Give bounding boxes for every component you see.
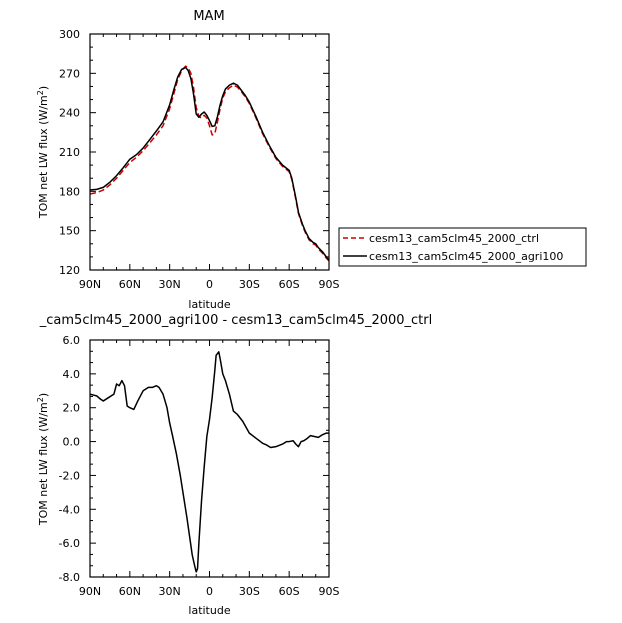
- bottom-x-tick-label: 90N: [79, 585, 101, 598]
- bottom-y-tick-label: 0.0: [63, 436, 81, 449]
- top-series-line-1: [89, 66, 330, 261]
- bottom-y-tick-label: 2.0: [63, 402, 81, 415]
- bottom-x-tick-label: 60S: [279, 585, 300, 598]
- bottom-chart-title: _cam5clm45_2000_agri100 - cesm13_cam5clm…: [39, 313, 432, 328]
- bottom-chart-xlabel: latitude: [188, 604, 230, 617]
- bottom-chart-frame: [89, 339, 330, 578]
- top-x-tick-label: 0: [206, 278, 213, 291]
- top-chart-panel: MAM 90N 60N 30N 0 30S 60S 90S 120 150 180 210 240 27…: [36, 9, 340, 311]
- bottom-series-line-0: [89, 351, 329, 573]
- bottom-chart-ylabel-sup: 2: [36, 397, 45, 402]
- top-series-line-0: [89, 65, 330, 262]
- bottom-y-tick-label: -8.0: [59, 571, 80, 584]
- top-y-tick-label: 240: [59, 107, 80, 120]
- top-chart-ylabel-main: TOM net LW flux (W/m: [37, 95, 50, 219]
- top-y-tick-label: 210: [59, 146, 80, 159]
- top-x-tick-label: 30S: [239, 278, 260, 291]
- bottom-chart-ylabel-main: TOM net LW flux (W/m: [37, 402, 50, 526]
- top-y-tick-label: 120: [59, 264, 80, 277]
- legend-box: [338, 227, 587, 267]
- bottom-chart-series: [89, 351, 329, 573]
- bottom-chart-panel: _cam5clm45_2000_agri100 - cesm13_cam5clm…: [36, 313, 432, 617]
- top-chart-frame: [89, 33, 330, 271]
- top-chart-title: MAM: [193, 9, 224, 24]
- bottom-chart-ylabel-end: ): [37, 393, 50, 397]
- top-chart-ylabel-end: ): [37, 86, 50, 90]
- bottom-x-tick-label: 30N: [159, 585, 181, 598]
- top-y-tick-label: 180: [59, 185, 80, 198]
- top-x-tick-label: 90N: [79, 278, 101, 291]
- bottom-x-tick-label: 30S: [239, 585, 260, 598]
- top-chart-xlabel: latitude: [188, 298, 230, 311]
- top-chart-ylabel-sup: 2: [36, 90, 45, 95]
- top-x-tick-label: 60S: [279, 278, 300, 291]
- legend: cesm13_cam5clm45_2000_ctrl cesm13_cam5cl…: [338, 227, 587, 267]
- top-y-tick-label: 300: [59, 28, 80, 41]
- bottom-y-tick-label: -6.0: [59, 537, 80, 550]
- top-chart-series: [89, 65, 330, 262]
- bottom-x-tick-label: 0: [206, 585, 213, 598]
- bottom-x-tick-label: 90S: [319, 585, 340, 598]
- top-x-tick-label: 90S: [319, 278, 340, 291]
- bottom-chart-ylabel: TOM net LW flux (W/m2): [36, 393, 50, 526]
- legend-label-agri100: cesm13_cam5clm45_2000_agri100: [369, 250, 563, 263]
- top-x-tick-label: 60N: [119, 278, 141, 291]
- bottom-y-tick-label: -4.0: [59, 503, 80, 516]
- legend-label-ctrl: cesm13_cam5clm45_2000_ctrl: [369, 232, 539, 245]
- bottom-y-tick-label: 6.0: [63, 334, 81, 347]
- top-y-tick-label: 270: [59, 67, 80, 80]
- bottom-chart-ticks: 90N 60N 30N 0 30S 60S 90S -8.0 -6.0 -4.0 -2.0 0.0 2.…: [59, 334, 340, 598]
- bottom-x-tick-label: 60N: [119, 585, 141, 598]
- bottom-y-tick-label: 4.0: [63, 368, 81, 381]
- bottom-y-tick-label: -2.0: [59, 469, 80, 482]
- top-chart-ylabel: TOM net LW flux (W/m2): [36, 86, 50, 219]
- top-chart-ticks: 90N 60N 30N 0 30S 60S 90S 120 150 180 210 240 270 300: [59, 28, 340, 291]
- top-x-tick-label: 30N: [159, 278, 181, 291]
- top-y-tick-label: 150: [59, 225, 80, 238]
